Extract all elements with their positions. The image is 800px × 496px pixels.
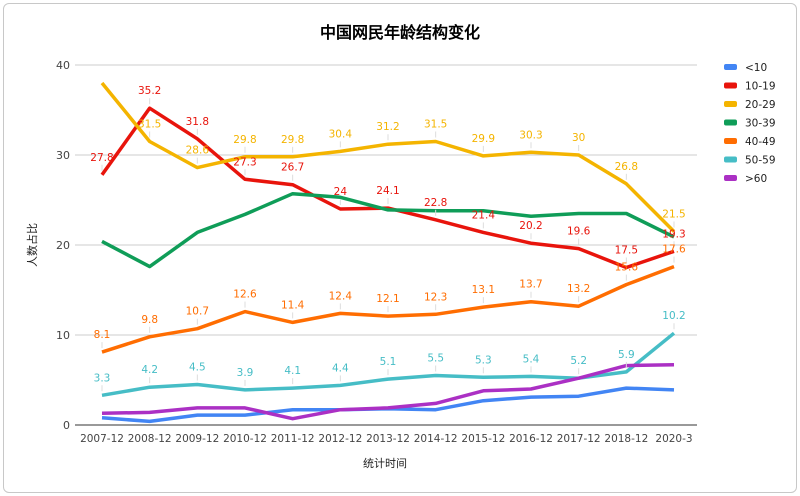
x-tick-label: 2007-12: [80, 433, 124, 445]
legend-label: >60: [745, 173, 767, 185]
legend-swatch: [724, 119, 737, 126]
data-label: 4.2: [141, 364, 158, 376]
data-label: 3.3: [94, 372, 111, 384]
x-tick-label: 2014-12: [414, 433, 458, 445]
data-label: 12.4: [329, 290, 353, 302]
data-label: 29.8: [281, 134, 304, 146]
x-tick-label: 2016-12: [509, 433, 553, 445]
data-label: 5.9: [618, 349, 635, 361]
data-label: 5.2: [570, 355, 587, 367]
data-label: 5.4: [523, 353, 540, 365]
data-label: 15.6: [615, 262, 639, 274]
legend-swatch: [724, 138, 737, 144]
legend-swatch: [724, 64, 737, 70]
data-label: 29.8: [233, 134, 256, 146]
data-label: 28.6: [186, 145, 210, 157]
data-label: 30.4: [329, 128, 353, 140]
data-label: 12.1: [376, 293, 399, 305]
series-line-<10: [101, 386, 675, 424]
legend-swatch: [724, 156, 737, 163]
x-tick-label: 2008-12: [128, 433, 172, 445]
data-label: 3.9: [237, 367, 254, 379]
data-label: 13.2: [567, 283, 590, 295]
data-label: 24: [334, 186, 348, 198]
y-tick-label: 30: [56, 149, 70, 162]
data-label: 13.7: [519, 279, 542, 291]
data-label: 31.5: [138, 119, 161, 131]
y-axis-label: 人数占比: [25, 223, 39, 267]
y-tick-label: 10: [56, 329, 70, 342]
data-label: 24.1: [376, 185, 399, 197]
x-tick-label: 2009-12: [175, 433, 219, 445]
data-label: 12.6: [233, 289, 257, 301]
y-tick-label: 20: [56, 239, 70, 252]
data-label: 26.7: [281, 162, 304, 174]
data-label: 30.3: [519, 129, 542, 141]
data-label: 22.8: [424, 197, 447, 209]
data-label: 10.7: [186, 306, 209, 318]
data-label: 20.2: [519, 220, 542, 232]
data-label: 11.4: [281, 299, 305, 311]
data-label: 5.5: [427, 353, 444, 365]
data-label: 5.3: [475, 354, 492, 366]
data-label: 29.9: [472, 133, 495, 145]
data-label: 26.8: [615, 161, 638, 173]
data-label: 19.3: [662, 228, 685, 240]
x-tick-label: 2015-12: [461, 433, 505, 445]
x-tick-label: 2011-12: [271, 433, 315, 445]
data-label: 4.5: [189, 362, 206, 374]
x-axis-label: 统计时间: [363, 457, 407, 470]
series-line-40-49: [101, 264, 675, 354]
legend-label: 30-39: [745, 118, 776, 130]
legend-swatch: [724, 175, 737, 181]
data-label: 4.4: [332, 362, 349, 374]
data-label: 31.2: [376, 121, 399, 133]
data-label: 4.1: [284, 365, 301, 377]
x-tick-label: 2012-12: [318, 433, 362, 445]
data-label: 8.1: [94, 329, 111, 341]
data-label: 21.4: [472, 209, 496, 221]
data-label: 21.5: [662, 209, 685, 221]
series-line->60: [101, 362, 675, 421]
y-tick-label: 0: [63, 419, 70, 432]
data-label: 9.8: [141, 314, 158, 326]
legend-label: <10: [745, 62, 767, 74]
data-label: 31.5: [424, 119, 447, 131]
data-label: 17.6: [662, 244, 686, 256]
legend-label: 50-59: [745, 155, 776, 167]
series-line-20-29: [100, 81, 676, 233]
legend-label: 10-19: [745, 81, 776, 93]
data-label: 27.3: [233, 156, 256, 168]
data-label: 12.3: [424, 291, 447, 303]
data-label: 5.1: [380, 356, 397, 368]
data-label: 19.6: [567, 226, 591, 238]
data-label: 17.5: [615, 245, 638, 257]
legend-swatch: [724, 101, 737, 107]
data-label: 27.8: [90, 152, 113, 164]
legend-label: 40-49: [745, 136, 776, 148]
legend-label: 20-29: [745, 99, 776, 111]
y-tick-label: 40: [56, 59, 70, 72]
data-label: 31.8: [186, 116, 209, 128]
series-line-30-39: [101, 191, 675, 269]
data-label: 30: [572, 132, 585, 144]
chart-title: 中国网民年龄结构变化: [320, 23, 480, 42]
data-label: 10.2: [662, 310, 685, 322]
x-tick-label: 2017-12: [557, 433, 601, 445]
legend-swatch: [724, 82, 737, 89]
data-label: 13.1: [472, 284, 495, 296]
x-tick-label: 2018-12: [604, 433, 648, 445]
x-tick-label: 2013-12: [366, 433, 410, 445]
x-tick-label: 2020-3: [655, 433, 692, 445]
x-tick-label: 2010-12: [223, 433, 267, 445]
data-label: 35.2: [138, 85, 161, 97]
